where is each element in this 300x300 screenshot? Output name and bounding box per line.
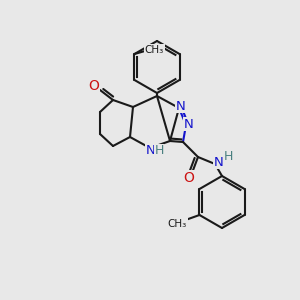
Text: CH₃: CH₃ — [145, 45, 164, 55]
Text: O: O — [184, 171, 194, 185]
Text: N: N — [184, 118, 194, 130]
Text: O: O — [88, 79, 99, 93]
Text: H: H — [223, 149, 233, 163]
Text: CH₃: CH₃ — [168, 219, 187, 229]
Text: N: N — [176, 100, 186, 112]
Text: N: N — [214, 155, 224, 169]
Text: N: N — [146, 145, 156, 158]
Text: H: H — [154, 145, 164, 158]
